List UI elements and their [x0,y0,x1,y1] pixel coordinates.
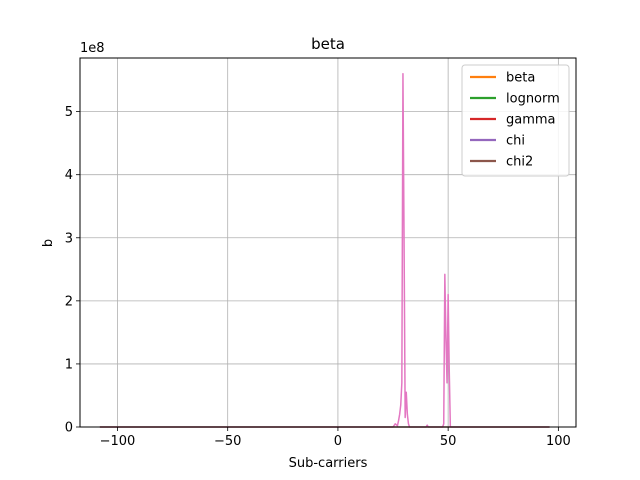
y-tick-label: 4 [65,168,73,183]
legend-box [461,64,570,177]
x-axis: −100 −50 0 50 100 [100,427,571,449]
x-tick-label: 0 [334,434,342,449]
chart-title: beta [311,35,345,53]
legend: beta lognorm gamma chi chi2 [461,64,570,177]
y-axis-label: b [41,239,56,247]
x-tick-label: −100 [100,434,136,449]
x-tick-label: −50 [214,434,241,449]
y-tick-label: 0 [65,421,73,436]
x-tick-label: 50 [440,434,457,449]
legend-label: chi [506,134,525,149]
y-tick-label: 2 [65,294,73,309]
y-scale-label: 1e8 [80,41,105,56]
y-tick-label: 5 [65,105,73,120]
plot-area-frame [79,57,577,428]
legend-label: chi2 [506,155,533,170]
legend-label: beta [506,71,535,86]
x-axis-label: Sub-carriers [289,456,368,471]
y-axis: 0 1 2 3 4 5 [65,105,80,436]
y-tick-label: 3 [65,231,73,246]
y-tick-label: 1 [65,357,73,372]
legend-label: lognorm [506,92,560,107]
x-tick-label: 100 [546,434,571,449]
legend-label: gamma [506,113,556,128]
